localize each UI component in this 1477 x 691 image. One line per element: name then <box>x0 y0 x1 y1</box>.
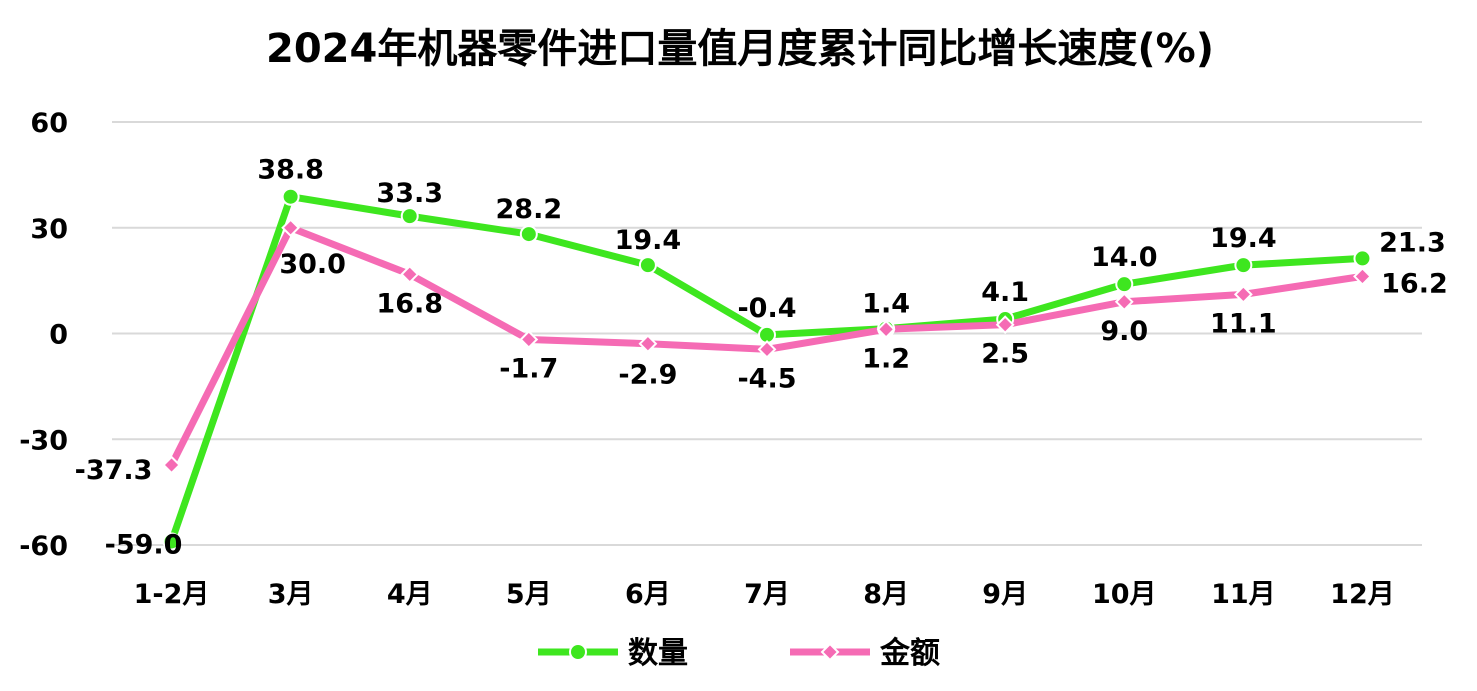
data-point <box>400 207 419 226</box>
y-tick-label: -60 <box>19 531 68 562</box>
x-tick-label: 10月 <box>1092 579 1157 610</box>
data-label: 16.2 <box>1381 268 1448 299</box>
data-label: -37.3 <box>75 455 153 486</box>
data-point <box>1115 275 1134 294</box>
data-label: -4.5 <box>737 363 796 394</box>
y-axis-ticks: 60 30 0 -30 -60 <box>19 108 68 562</box>
data-label: 1.2 <box>862 343 910 374</box>
data-label: 2.5 <box>981 339 1029 370</box>
data-label: 21.3 <box>1379 227 1446 258</box>
x-tick-label: 3月 <box>268 579 314 610</box>
legend-label: 金额 <box>879 636 940 671</box>
data-point <box>162 532 181 551</box>
data-label: 16.8 <box>376 288 443 319</box>
data-label: -1.7 <box>499 353 558 384</box>
data-point <box>638 256 657 275</box>
x-tick-label: 7月 <box>744 579 790 610</box>
y-tick-label: 30 <box>30 214 68 245</box>
data-point <box>281 187 300 206</box>
legend-marker <box>820 642 840 662</box>
x-tick-label: 1-2月 <box>134 579 210 610</box>
data-point <box>162 455 181 475</box>
data-label: 9.0 <box>1100 316 1148 347</box>
chart-title: 2024年机器零件进口量值月度累计同比增长速度(%) <box>266 26 1214 72</box>
x-tick-label: 12月 <box>1330 579 1395 610</box>
data-point <box>519 225 538 244</box>
data-label: 1.4 <box>862 289 910 320</box>
legend-marker <box>569 643 587 661</box>
data-point <box>1353 266 1372 286</box>
x-tick-label: 11月 <box>1211 579 1276 610</box>
x-tick-label: 4月 <box>387 579 433 610</box>
x-tick-label: 8月 <box>863 579 909 610</box>
data-label: 19.4 <box>615 225 682 256</box>
data-label: 11.1 <box>1210 308 1277 339</box>
data-point <box>519 330 539 349</box>
data-point <box>281 218 301 238</box>
data-point <box>400 264 420 284</box>
x-axis-ticks: 1-2月 3月 4月 5月 6月 7月 8月 9月 10月 11月 12月 <box>134 579 1395 610</box>
x-tick-label: 9月 <box>982 579 1028 610</box>
y-tick-label: 60 <box>30 108 68 139</box>
data-label: 14.0 <box>1091 242 1158 273</box>
data-point <box>638 334 658 354</box>
data-point <box>876 319 896 339</box>
data-label: 28.2 <box>496 194 563 225</box>
data-label: 4.1 <box>981 277 1029 308</box>
y-tick-label: -30 <box>19 425 68 456</box>
data-label: 33.3 <box>376 178 443 209</box>
y-tick-label: 0 <box>49 320 68 351</box>
x-tick-label: 5月 <box>506 579 552 610</box>
data-label: 30.0 <box>279 249 346 280</box>
data-label: 19.4 <box>1210 223 1277 254</box>
data-point <box>1114 292 1134 312</box>
legend-label: 数量 <box>628 636 688 671</box>
data-label: 38.8 <box>257 155 324 186</box>
data-point <box>757 339 777 359</box>
data-labels: -59.0 38.8 33.3 28.2 19.4 -0.4 1.4 4.1 14.0 19.4 2… <box>75 155 1448 561</box>
data-point <box>1353 249 1372 268</box>
data-label: -59.0 <box>105 529 183 560</box>
legend: 数量 金额 <box>538 636 940 671</box>
data-point <box>1234 256 1253 275</box>
series-lines <box>162 187 1372 551</box>
data-point <box>995 315 1015 335</box>
x-tick-label: 6月 <box>625 579 671 610</box>
data-point <box>1233 284 1253 304</box>
data-label: -0.4 <box>737 293 796 324</box>
data-label: -2.9 <box>618 360 677 391</box>
